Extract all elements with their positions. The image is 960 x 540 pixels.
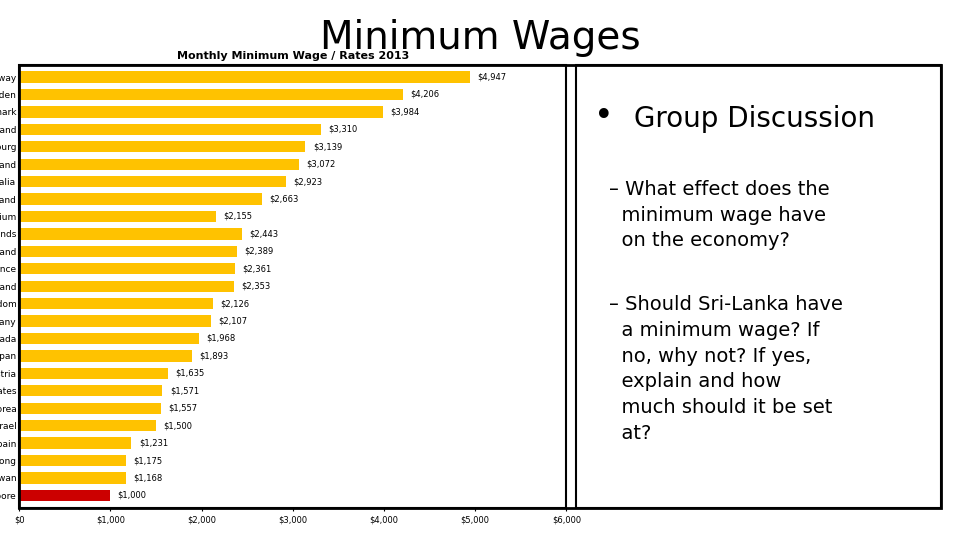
Text: – What effect does the
  minimum wage have
  on the economy?: – What effect does the minimum wage have… [609, 180, 829, 251]
Bar [19, 176, 286, 187]
Text: $1,168: $1,168 [133, 474, 162, 482]
Text: – Should Sri-Lanka have
  a minimum wage? If
  no, why not? If yes,
  explain an: – Should Sri-Lanka have a minimum wage? … [609, 295, 843, 443]
Text: $1,968: $1,968 [206, 334, 235, 343]
Text: $2,923: $2,923 [293, 177, 323, 186]
Bar [19, 472, 126, 484]
Bar [19, 141, 305, 152]
Title: Monthly Minimum Wage / Rates 2013: Monthly Minimum Wage / Rates 2013 [177, 51, 409, 61]
Bar [19, 263, 234, 274]
Bar [19, 228, 242, 240]
Text: $3,984: $3,984 [390, 107, 420, 116]
Bar [19, 124, 321, 135]
Bar [19, 437, 132, 449]
Text: $1,557: $1,557 [169, 404, 198, 413]
Text: $3,072: $3,072 [306, 160, 336, 168]
Text: $4,206: $4,206 [410, 90, 440, 99]
Text: $1,500: $1,500 [163, 421, 192, 430]
Text: $1,893: $1,893 [199, 352, 228, 360]
Bar [19, 159, 300, 170]
Bar [19, 106, 382, 118]
Text: $3,310: $3,310 [328, 125, 358, 134]
Bar [19, 211, 216, 222]
Text: Group Discussion: Group Discussion [635, 105, 876, 133]
Text: $3,139: $3,139 [313, 142, 342, 151]
Bar [19, 246, 237, 257]
Text: Minimum Wages: Minimum Wages [320, 19, 640, 57]
Bar [19, 89, 403, 100]
Text: $2,663: $2,663 [270, 194, 299, 204]
Text: •: • [594, 100, 613, 133]
Bar [19, 281, 234, 292]
Text: $2,107: $2,107 [219, 316, 248, 326]
Bar [19, 455, 127, 466]
Text: $4,947: $4,947 [478, 72, 507, 82]
Text: $2,353: $2,353 [241, 282, 271, 291]
Text: $2,126: $2,126 [221, 299, 250, 308]
Bar [19, 368, 168, 379]
Bar [19, 193, 262, 205]
Bar [19, 71, 470, 83]
Bar [19, 315, 211, 327]
Text: $1,175: $1,175 [133, 456, 163, 465]
Bar [19, 402, 161, 414]
Bar [19, 385, 162, 396]
Text: $2,361: $2,361 [242, 264, 271, 273]
Bar [19, 298, 213, 309]
Text: $2,155: $2,155 [223, 212, 252, 221]
Text: $2,389: $2,389 [245, 247, 274, 256]
Bar [19, 333, 199, 344]
Bar [19, 490, 110, 501]
Bar [19, 420, 156, 431]
Text: $1,571: $1,571 [170, 386, 199, 395]
Text: $1,000: $1,000 [118, 491, 147, 500]
Text: $2,443: $2,443 [250, 230, 278, 238]
Text: $1,231: $1,231 [139, 438, 168, 448]
Bar [19, 350, 192, 362]
Text: $1,635: $1,635 [176, 369, 204, 378]
